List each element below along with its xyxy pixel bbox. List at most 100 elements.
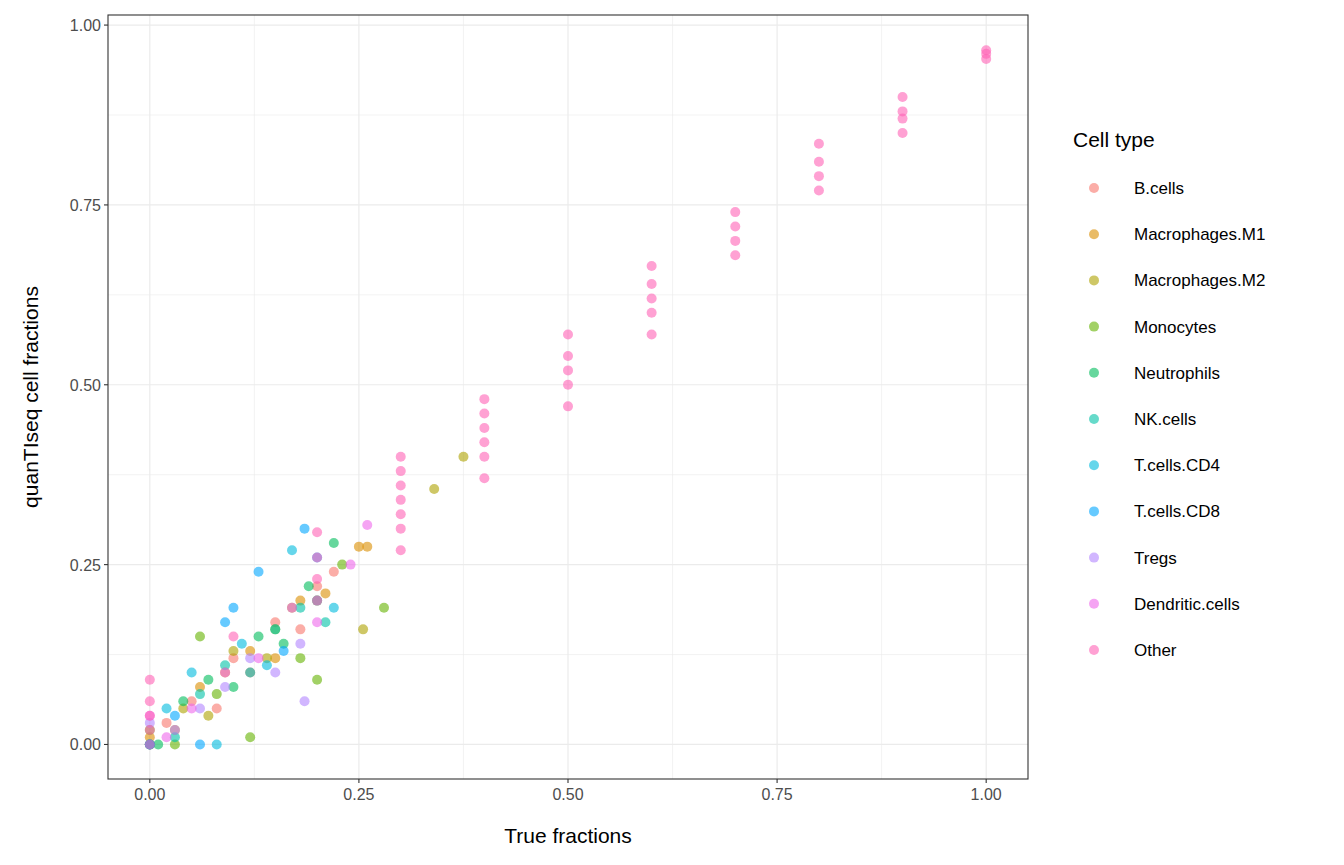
point xyxy=(145,711,155,721)
point xyxy=(145,711,155,721)
point xyxy=(479,409,489,419)
point xyxy=(814,139,824,149)
grid-line xyxy=(108,24,1028,25)
legend-label: T.cells.CD8 xyxy=(1134,502,1220,521)
point xyxy=(730,236,740,246)
tick-label: 1.00 xyxy=(70,17,101,34)
point xyxy=(287,603,297,613)
legend-label: Macrophages.M1 xyxy=(1134,225,1265,244)
legend-label: Other xyxy=(1134,641,1177,660)
point xyxy=(312,527,322,537)
point xyxy=(145,739,155,749)
point xyxy=(981,45,991,55)
tick xyxy=(567,779,568,783)
point xyxy=(270,668,280,678)
legend-key xyxy=(1089,368,1099,378)
legend-key xyxy=(1089,275,1099,285)
point xyxy=(145,725,155,735)
point xyxy=(254,632,264,642)
legend-label: Neutrophils xyxy=(1134,364,1220,383)
legend-key xyxy=(1089,229,1099,239)
point xyxy=(145,739,155,749)
point xyxy=(362,542,372,552)
point xyxy=(212,739,222,749)
legend-key xyxy=(1089,414,1099,424)
tick xyxy=(104,384,108,385)
point xyxy=(647,308,657,318)
point xyxy=(563,380,573,390)
point xyxy=(220,617,230,627)
point xyxy=(479,473,489,483)
point xyxy=(203,675,213,685)
point xyxy=(814,186,824,196)
legend-key xyxy=(1089,322,1099,332)
point xyxy=(320,588,330,598)
point xyxy=(245,668,255,678)
grid-line xyxy=(108,204,1028,205)
grid-line xyxy=(358,15,359,779)
point xyxy=(145,739,155,749)
point xyxy=(195,689,205,699)
point xyxy=(228,632,238,642)
point xyxy=(212,689,222,699)
legend-key xyxy=(1089,183,1099,193)
point xyxy=(396,524,406,534)
point xyxy=(145,739,155,749)
legend-key xyxy=(1089,599,1099,609)
point xyxy=(563,365,573,375)
grid-line xyxy=(149,15,150,779)
legend-label: Tregs xyxy=(1134,549,1177,568)
point xyxy=(396,466,406,476)
point xyxy=(396,480,406,490)
point xyxy=(270,624,280,634)
grid xyxy=(108,15,1028,779)
point xyxy=(396,509,406,519)
point xyxy=(563,351,573,361)
point xyxy=(170,711,180,721)
point xyxy=(145,675,155,685)
point xyxy=(730,207,740,217)
point xyxy=(479,423,489,433)
point xyxy=(262,660,272,670)
legend-key xyxy=(1089,506,1099,516)
point xyxy=(312,552,322,562)
point xyxy=(162,732,172,742)
point xyxy=(479,394,489,404)
point xyxy=(647,329,657,339)
point xyxy=(270,624,280,634)
point xyxy=(220,668,230,678)
point xyxy=(145,725,155,735)
point xyxy=(479,437,489,447)
point xyxy=(170,725,180,735)
point xyxy=(287,545,297,555)
point xyxy=(162,703,172,713)
point xyxy=(346,560,356,570)
point xyxy=(304,581,314,591)
point xyxy=(203,711,213,721)
point xyxy=(300,696,310,706)
point xyxy=(228,603,238,613)
grid-line xyxy=(567,15,568,779)
plot-background xyxy=(108,15,1028,779)
point xyxy=(228,646,238,656)
point xyxy=(898,92,908,102)
tick xyxy=(358,779,359,783)
tick-label: 0.25 xyxy=(343,786,374,803)
tick xyxy=(104,25,108,26)
point xyxy=(479,452,489,462)
point xyxy=(287,603,297,613)
point xyxy=(563,329,573,339)
point xyxy=(195,632,205,642)
point xyxy=(312,552,322,562)
point xyxy=(312,617,322,627)
point xyxy=(187,703,197,713)
tick-label: 0.00 xyxy=(134,786,165,803)
legend-key xyxy=(1089,460,1099,470)
point xyxy=(254,567,264,577)
point xyxy=(730,222,740,232)
tick-label: 0.50 xyxy=(552,786,583,803)
grid-line xyxy=(986,15,987,779)
point xyxy=(187,668,197,678)
point xyxy=(170,725,180,735)
point xyxy=(312,596,322,606)
